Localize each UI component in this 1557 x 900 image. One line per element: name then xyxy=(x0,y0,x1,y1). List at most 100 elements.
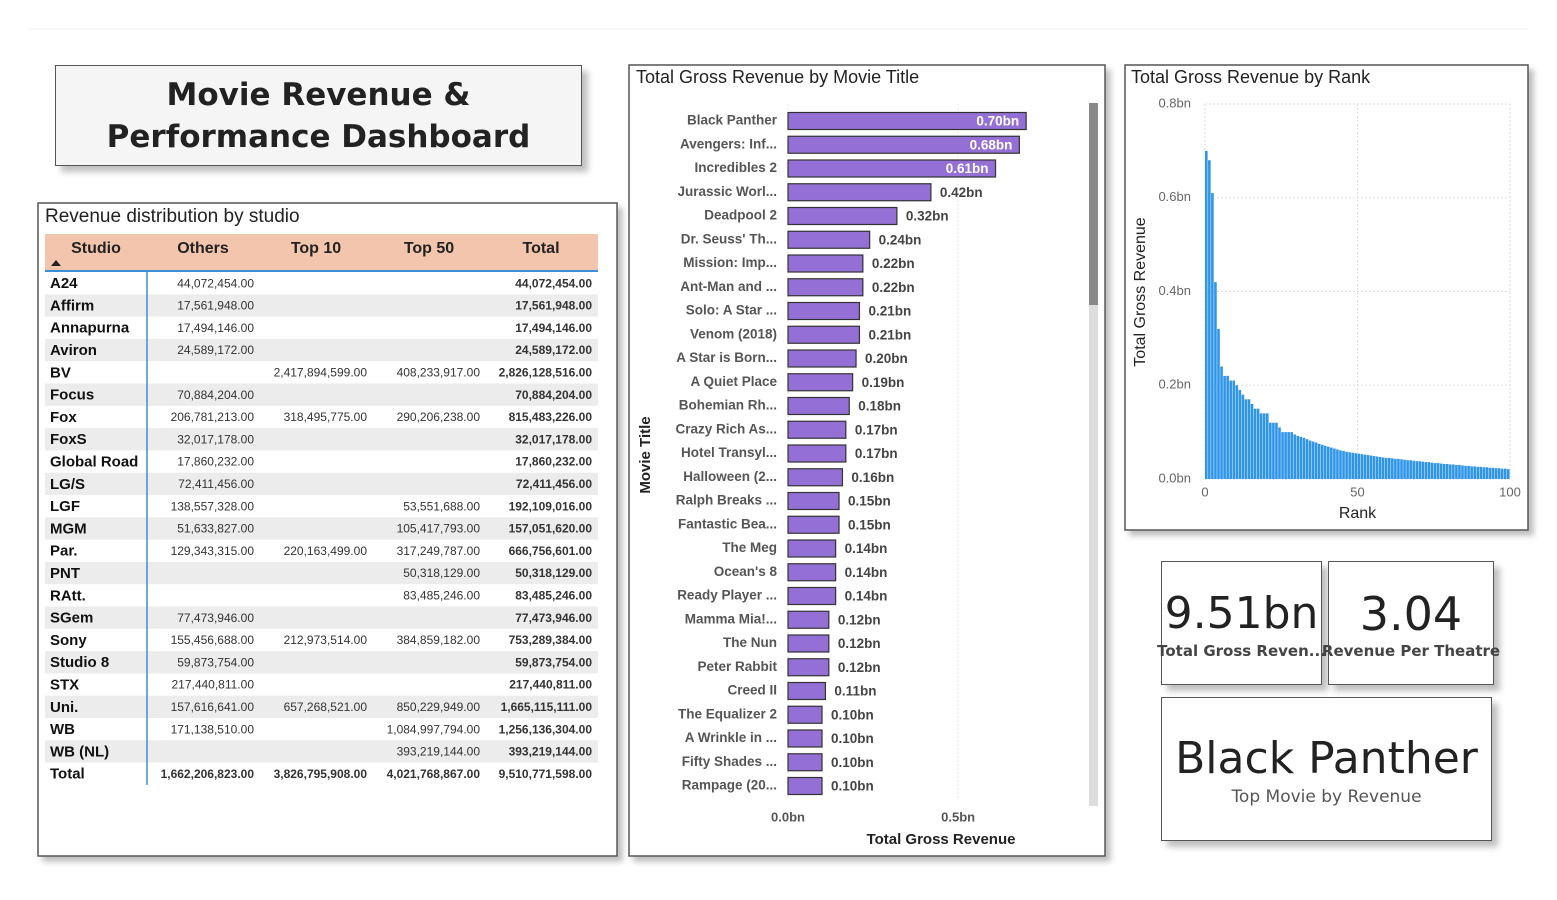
column-header: Studio xyxy=(71,240,121,257)
charts: Total Gross Revenue by Movie Title 0.0bn 0… xyxy=(636,67,1521,848)
studio-cell: SGem xyxy=(50,610,93,627)
studio-cell: Focus xyxy=(50,387,94,404)
value-cell: 17,860,232.00 xyxy=(515,455,592,469)
y-tick-label: Fifty Shades ... xyxy=(682,754,777,769)
value-label: 0.61bn xyxy=(946,161,989,176)
bar xyxy=(1503,468,1507,479)
bar xyxy=(1211,193,1214,479)
bar xyxy=(1464,465,1467,479)
value-cell: 83,485,246.00 xyxy=(515,589,592,603)
value-label: 0.14bn xyxy=(845,565,888,580)
y-tick-label: A Star is Born... xyxy=(676,350,777,365)
card-label: Revenue Per Theatre xyxy=(1321,642,1501,660)
bar xyxy=(1470,466,1473,479)
y-tick-label: Deadpool 2 xyxy=(704,208,777,223)
bar xyxy=(1445,464,1449,479)
value-cell: 3,826,795,908.00 xyxy=(274,767,368,781)
bar xyxy=(1311,441,1315,479)
y-tick-label: Ready Player ... xyxy=(677,588,777,603)
value-cell: 212,973,514.00 xyxy=(284,633,368,647)
bar xyxy=(787,634,830,653)
row-band xyxy=(45,695,598,718)
bar xyxy=(1381,457,1385,479)
row-band xyxy=(45,651,598,674)
x-tick-label: 100 xyxy=(1499,484,1521,499)
studio-cell: Uni. xyxy=(50,699,78,716)
bar xyxy=(787,135,1020,154)
value-label: 0.22bn xyxy=(872,280,915,295)
value-cell: 72,411,456.00 xyxy=(178,477,254,491)
bar xyxy=(1449,464,1452,479)
value-label: 0.32bn xyxy=(906,209,949,224)
studio-cell: STX xyxy=(50,677,79,694)
y-tick-label: Incredibles 2 xyxy=(694,160,777,175)
row-band xyxy=(45,561,598,585)
value-cell: 32,017,178.00 xyxy=(177,432,254,446)
studio-cell: LGF xyxy=(50,498,80,515)
bar xyxy=(787,705,823,724)
x-tick-label: 0.5bn xyxy=(941,809,975,824)
chart-title: Total Gross Revenue by Movie Title xyxy=(636,67,919,87)
bar xyxy=(1259,413,1263,479)
bar xyxy=(787,681,827,701)
bar xyxy=(787,254,864,273)
bar xyxy=(1357,453,1361,479)
value-cell: 384,859,182.00 xyxy=(397,633,481,647)
bar xyxy=(787,111,1027,131)
bar xyxy=(1461,465,1464,479)
studio-cell: FoxS xyxy=(50,431,87,448)
value-label: 0.14bn xyxy=(845,589,888,604)
y-tick-label: Mamma Mia!... xyxy=(685,611,777,626)
value-label: 0.15bn xyxy=(848,517,891,532)
value-cell: 32,017,178.00 xyxy=(515,432,592,446)
bar xyxy=(1375,456,1379,479)
value-cell: 129,343,315.00 xyxy=(171,544,255,558)
value-label: 0.18bn xyxy=(858,399,901,414)
bar xyxy=(787,776,823,796)
bar xyxy=(1250,404,1254,479)
bar xyxy=(1281,432,1284,479)
bar xyxy=(1253,408,1257,479)
bar xyxy=(1232,380,1236,479)
value-cell: 17,561,948.00 xyxy=(177,299,254,313)
value-cell: 171,138,510.00 xyxy=(171,722,255,736)
table: Revenue distribution by studio Studio Oth… xyxy=(45,206,598,785)
bar xyxy=(787,396,850,416)
value-cell: 157,616,641.00 xyxy=(171,700,255,714)
value-cell: 77,473,946.00 xyxy=(515,611,592,625)
value-label: 0.10bn xyxy=(831,755,874,770)
studio-cell: Par. xyxy=(50,543,78,560)
bar xyxy=(1473,466,1476,479)
bar xyxy=(1455,464,1458,479)
value-cell: 50,318,129.00 xyxy=(515,566,592,580)
value-cell: 17,860,232.00 xyxy=(177,455,254,469)
value-cell: 44,072,454.00 xyxy=(177,276,254,290)
bar xyxy=(1485,467,1489,479)
y-tick-label: Avengers: Inf... xyxy=(680,136,777,151)
bar xyxy=(787,206,898,226)
card: 3.04 Revenue Per Theatre xyxy=(1322,561,1500,685)
value-cell: 206,781,213.00 xyxy=(171,410,255,424)
value-label: 0.21bn xyxy=(868,304,911,319)
bar xyxy=(1497,468,1501,479)
value-cell: 815,483,226.00 xyxy=(509,410,593,424)
bar xyxy=(1476,466,1480,479)
y-tick-label: A Wrinkle in ... xyxy=(685,730,777,745)
row-band xyxy=(45,606,598,629)
value-cell: 657,268,521.00 xyxy=(284,700,368,714)
y-tick-label: Creed II xyxy=(727,683,777,698)
bar xyxy=(1384,457,1388,479)
y-axis-label: Total Gross Revenue xyxy=(1132,217,1149,367)
bar xyxy=(1269,422,1272,479)
bar xyxy=(1403,459,1406,479)
value-cell: 17,494,146.00 xyxy=(515,321,592,335)
value-cell: 4,021,768,867.00 xyxy=(387,767,481,781)
bar xyxy=(1235,385,1239,479)
row-band xyxy=(45,294,598,317)
y-tick-label: A Quiet Place xyxy=(690,374,777,389)
y-tick-label: Halloween (2... xyxy=(683,469,777,484)
bar xyxy=(1436,463,1440,479)
studio-cell: Total xyxy=(50,766,85,783)
studio-cell: MGM xyxy=(50,520,87,537)
